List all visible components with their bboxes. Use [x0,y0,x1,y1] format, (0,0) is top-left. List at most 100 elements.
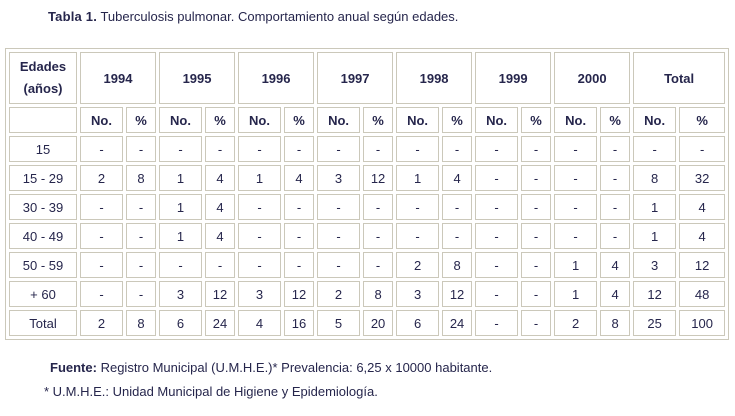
age-group-label: 15 - 29 [9,165,77,191]
value-cell: - [442,223,473,249]
value-cell: - [126,136,157,162]
value-cell: - [521,281,552,307]
value-cell: 16 [284,310,315,336]
percent-subheader: % [679,107,726,133]
value-cell: 2 [80,165,123,191]
value-cell: 8 [600,310,631,336]
value-cell: 100 [679,310,726,336]
value-cell: - [633,136,677,162]
value-cell: - [475,194,519,220]
percent-subheader: % [284,107,315,133]
percent-subheader: % [126,107,157,133]
value-cell: 6 [159,310,203,336]
value-cell: 8 [126,310,157,336]
value-cell: - [363,194,394,220]
table-caption-text: Tuberculosis pulmonar. Comportamiento an… [100,9,459,24]
year-header-2000: 2000 [554,52,631,104]
value-cell: 12 [442,281,473,307]
value-cell: 12 [679,252,726,278]
value-cell: 4 [679,194,726,220]
value-cell: - [284,252,315,278]
table-row: 30 - 39- -1 4- - - - - - - - - -1 4 [9,194,726,220]
value-cell: 3 [317,165,361,191]
value-cell: - [126,252,157,278]
value-cell: - [521,194,552,220]
value-cell: - [238,223,282,249]
percent-subheader: % [205,107,236,133]
value-cell: 1 [159,223,203,249]
value-cell: - [80,281,123,307]
no-subheader: No. [238,107,282,133]
value-cell: - [442,194,473,220]
table-header: Edades (años) 1994 1995 1996 1997 1998 1999 20… [9,52,726,133]
value-cell: - [396,194,440,220]
value-cell: 1 [633,223,677,249]
source-label: Fuente: [50,360,97,375]
value-cell: - [475,281,519,307]
tuberculosis-age-year-table: Edades (años) 1994 1995 1996 1997 1998 1999 20… [5,48,730,340]
value-cell: 4 [442,165,473,191]
table-row: 40 - 49- -1 4- - - - - - - - - -1 4 [9,223,726,249]
value-cell: - [126,223,157,249]
value-cell: 8 [442,252,473,278]
value-cell: - [317,223,361,249]
value-cell: - [238,136,282,162]
percent-subheader: % [442,107,473,133]
value-cell: 4 [238,310,282,336]
value-cell: 1 [554,252,598,278]
subheader-row: No.% No.% No.% No.% No.% No.% No.% No.% [9,107,726,133]
value-cell: - [80,136,123,162]
value-cell: 1 [159,194,203,220]
no-subheader: No. [317,107,361,133]
value-cell: 4 [205,165,236,191]
value-cell: - [521,136,552,162]
value-cell: - [600,136,631,162]
value-cell: - [396,223,440,249]
value-cell: 2 [396,252,440,278]
table-caption-label: Tabla 1. [48,9,98,24]
year-header-1996: 1996 [238,52,315,104]
age-group-label: + 60 [9,281,77,307]
value-cell: 4 [284,165,315,191]
value-cell: - [554,194,598,220]
value-cell: - [396,136,440,162]
table-row: 15 - 29 2 8 1 4 1 4 3 12 1 4- - - -8 32 [9,165,726,191]
no-subheader: No. [159,107,203,133]
value-cell: 3 [159,281,203,307]
value-cell: 12 [363,165,394,191]
value-cell: - [80,223,123,249]
value-cell: 1 [633,194,677,220]
value-cell: - [475,223,519,249]
table-caption: Tabla 1. Tuberculosis pulmonar. Comporta… [48,9,735,24]
age-group-label: Total [9,310,77,336]
no-subheader: No. [80,107,123,133]
age-group-label: 50 - 59 [9,252,77,278]
value-cell: - [205,252,236,278]
value-cell: 32 [679,165,726,191]
value-cell: - [159,136,203,162]
value-cell: 1 [554,281,598,307]
value-cell: 12 [633,281,677,307]
source-note: Fuente: Registro Municipal (U.M.H.E.)* P… [50,360,735,375]
table-footnotes: Fuente: Registro Municipal (U.M.H.E.)* P… [44,360,735,399]
value-cell: - [126,194,157,220]
value-cell: - [284,136,315,162]
value-cell: - [363,223,394,249]
value-cell: 2 [80,310,123,336]
value-cell: - [521,165,552,191]
value-cell: - [317,252,361,278]
value-cell: - [284,194,315,220]
value-cell: 8 [126,165,157,191]
source-text: Registro Municipal (U.M.H.E.)* Prevalenc… [100,360,493,375]
age-group-label: 15 [9,136,77,162]
value-cell: 4 [205,223,236,249]
abbreviation-note: * U.M.H.E.: Unidad Municipal de Higiene … [44,384,378,399]
value-cell: - [554,136,598,162]
table-row: Total 2 8 6 24 4 16 5 20 6 24- -2 8 25 100 [9,310,726,336]
value-cell: 12 [284,281,315,307]
value-cell: 24 [442,310,473,336]
age-group-label: 40 - 49 [9,223,77,249]
value-cell: - [317,136,361,162]
value-cell: 25 [633,310,677,336]
value-cell: - [363,136,394,162]
